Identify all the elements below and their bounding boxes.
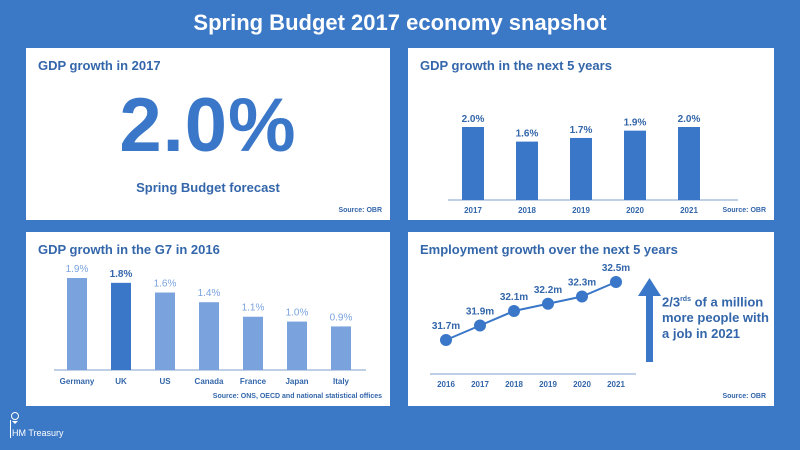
big-value: 2.0% bbox=[119, 83, 297, 168]
panel-title: Employment growth over the next 5 years bbox=[420, 242, 678, 257]
bar-2020 bbox=[624, 130, 646, 200]
logo-divider bbox=[10, 420, 11, 438]
data-label-2016: 31.7m bbox=[432, 321, 460, 332]
tick-label-2017: 2017 bbox=[471, 380, 489, 389]
callout-fraction: 2/3 bbox=[662, 294, 681, 310]
bar-2018 bbox=[516, 141, 538, 200]
chart-g7-2016: 1.9% Germany 1.8% UK 1.6% US 1.4% Canada 1.1% Fra… bbox=[54, 264, 366, 386]
data-label-france: 1.1% bbox=[242, 303, 265, 314]
bar-uk bbox=[111, 282, 131, 370]
data-label-2020: 32.3m bbox=[568, 278, 596, 289]
bar-2017 bbox=[462, 127, 484, 200]
bar-2021 bbox=[678, 127, 700, 200]
data-label-2019: 1.7% bbox=[570, 125, 593, 136]
tick-label-uk: UK bbox=[115, 377, 127, 386]
tick-label-germany: Germany bbox=[60, 377, 95, 386]
point-2021 bbox=[610, 276, 622, 288]
callout-superscript: rds bbox=[680, 296, 691, 303]
panel-title: GDP growth in the G7 in 2016 bbox=[38, 242, 220, 257]
bar-canada bbox=[199, 302, 219, 370]
tick-label-2020: 2020 bbox=[626, 206, 644, 215]
source-note: Source: ONS, OECD and national statistic… bbox=[212, 393, 382, 400]
bar-germany bbox=[67, 278, 87, 370]
tick-label-2018: 2018 bbox=[518, 206, 536, 215]
point-2019 bbox=[542, 297, 554, 310]
bar-2019 bbox=[570, 137, 592, 200]
tick-label-2021: 2021 bbox=[607, 380, 625, 389]
data-label-2021: 2.0% bbox=[678, 114, 701, 125]
tick-label-2021: 2021 bbox=[680, 206, 698, 215]
point-2016 bbox=[440, 334, 452, 346]
bar-japan bbox=[287, 321, 307, 370]
bar-france bbox=[243, 316, 263, 370]
employment-line bbox=[445, 281, 617, 341]
data-label-2018: 1.6% bbox=[516, 129, 539, 140]
arrow-up-icon bbox=[638, 278, 661, 296]
bar-italy bbox=[331, 326, 351, 370]
panel-employment: Employment growth over the next 5 years … bbox=[408, 232, 774, 406]
panel-title: GDP growth in the next 5 years bbox=[420, 58, 612, 73]
chart-gdp-5-years: 2.0% 2017 1.6% 2018 1.7% 2019 1.9% 2020 2.0% 2021 bbox=[448, 114, 738, 215]
data-label-uk: 1.8% bbox=[110, 269, 133, 280]
panel-gdp-2017: GDP growth in 2017 Source: OBR bbox=[26, 48, 390, 220]
tick-label-italy: Italy bbox=[333, 377, 350, 386]
point-2020 bbox=[576, 290, 588, 303]
callout-text: of a million more people with a job in 2… bbox=[662, 294, 769, 342]
data-label-italy: 0.9% bbox=[330, 312, 353, 323]
bar-us bbox=[155, 292, 175, 370]
data-label-2017: 31.9m bbox=[466, 307, 494, 318]
data-label-2019: 32.2m bbox=[534, 285, 562, 296]
panel-gdp-5-years: GDP growth in the next 5 years 2.0% 2017 1… bbox=[408, 48, 774, 220]
data-label-canada: 1.4% bbox=[198, 288, 221, 299]
data-label-japan: 1.0% bbox=[286, 308, 309, 319]
data-label-2017: 2.0% bbox=[462, 114, 485, 125]
panel-g7-2016: GDP growth in the G7 in 2016 1.9% Germany… bbox=[26, 232, 390, 406]
logo-text: HM Treasury bbox=[12, 428, 64, 438]
big-subtitle: Spring Budget forecast bbox=[136, 180, 280, 195]
chart-employment: 31.7m 2016 31.9m 2017 32.1m 2018 32.2m 2019 32.3… bbox=[430, 263, 661, 389]
source-note: Source: OBR bbox=[338, 207, 382, 214]
tick-label-2020: 2020 bbox=[573, 380, 591, 389]
source-note: Source: OBR bbox=[722, 393, 766, 400]
tick-label-canada: Canada bbox=[195, 377, 224, 386]
data-label-germany: 1.9% bbox=[66, 264, 89, 275]
tick-label-us: US bbox=[159, 377, 171, 386]
data-label-2021: 32.5m bbox=[602, 263, 630, 274]
tick-label-2018: 2018 bbox=[505, 380, 523, 389]
source-note: Source: OBR bbox=[722, 207, 766, 214]
crest-icon bbox=[11, 412, 19, 424]
tick-label-2017: 2017 bbox=[464, 206, 482, 215]
data-label-us: 1.6% bbox=[154, 279, 177, 290]
tick-label-japan: Japan bbox=[285, 377, 308, 386]
tick-label-2019: 2019 bbox=[572, 206, 590, 215]
arrow-shaft bbox=[646, 294, 653, 362]
tick-label-2019: 2019 bbox=[539, 380, 557, 389]
panel-title: GDP growth in 2017 bbox=[38, 58, 161, 73]
data-label-2020: 1.9% bbox=[624, 118, 647, 129]
point-2018 bbox=[508, 305, 520, 317]
page-title: Spring Budget 2017 economy snapshot bbox=[193, 10, 607, 35]
data-label-2018: 32.1m bbox=[500, 292, 528, 303]
point-2017 bbox=[474, 319, 486, 332]
tick-label-2016: 2016 bbox=[437, 380, 455, 389]
tick-label-france: France bbox=[240, 377, 267, 386]
employment-callout: 2/3rds of a million more people with a j… bbox=[662, 292, 772, 342]
